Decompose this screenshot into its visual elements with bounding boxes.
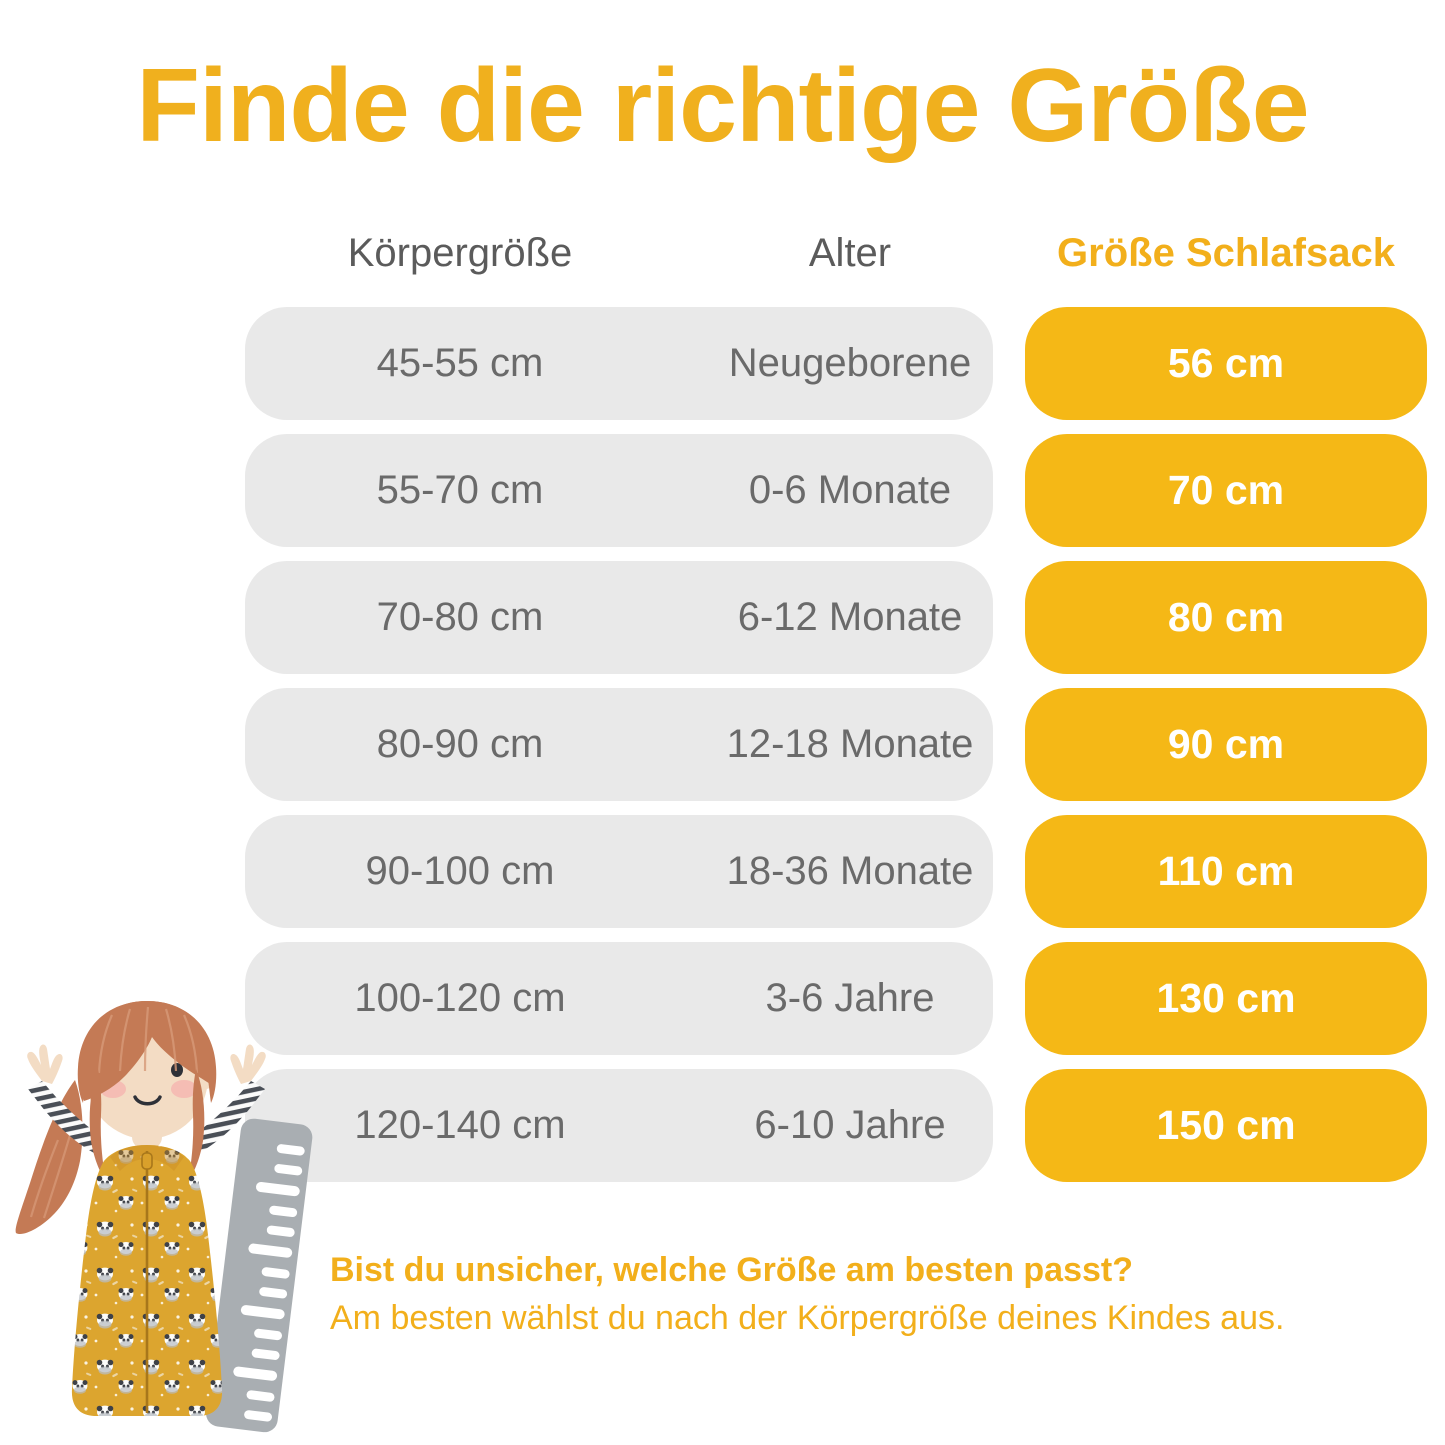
table-row: 90-100 cm 18-36 Monate 110 cm	[245, 815, 1427, 928]
cell-body-size: 90-100 cm	[365, 849, 555, 893]
cell-sleepingbag-size: 56 cm	[1167, 340, 1285, 386]
page-title: Finde die richtige Größe	[136, 48, 1309, 164]
size-table: 45-55 cm Neugeborene 56 cm 55-70 cm 0-6 …	[245, 307, 1427, 1196]
cell-age: 6-12 Monate	[737, 595, 963, 639]
cell-age: 3-6 Jahre	[765, 976, 935, 1020]
row-pill-left	[245, 434, 993, 547]
column-header-sleepingbag-size: Größe Schlafsack	[1057, 231, 1395, 275]
right-arm	[193, 1044, 266, 1153]
cell-sleepingbag-size: 80 cm	[1167, 594, 1285, 640]
cell-body-size: 120-140 cm	[354, 1103, 566, 1147]
column-header-age: Alter	[808, 231, 892, 275]
row-pill-left	[245, 307, 993, 420]
row-pill-right	[1025, 434, 1427, 547]
row-pill-right	[1025, 688, 1427, 801]
row-pill-right	[1025, 1069, 1427, 1182]
row-pill-left	[245, 942, 993, 1055]
cell-body-size: 70-80 cm	[376, 595, 544, 639]
cell-body-size: 55-70 cm	[376, 468, 544, 512]
table-row: 80-90 cm 12-18 Monate 90 cm	[245, 688, 1427, 801]
sleeping-bag	[71, 1145, 223, 1416]
girl-in-sleeping-bag-illustration	[0, 985, 330, 1445]
row-pill-left	[245, 561, 993, 674]
table-header-row: Körpergröße Alter Größe Schlafsack	[245, 228, 1427, 284]
left-arm	[27, 1044, 100, 1153]
cell-age: 0-6 Monate	[748, 468, 952, 512]
hair-front	[77, 1001, 217, 1181]
row-pill-left	[245, 1069, 993, 1182]
cell-sleepingbag-size: 90 cm	[1167, 721, 1285, 767]
row-pill-right	[1025, 307, 1427, 420]
cell-age: Neugeborene	[728, 341, 972, 385]
cell-sleepingbag-size: 130 cm	[1156, 975, 1296, 1021]
row-pill-right	[1025, 561, 1427, 674]
table-row: 45-55 cm Neugeborene 56 cm	[245, 307, 1427, 420]
cell-age: 6-10 Jahre	[754, 1103, 946, 1147]
ruler-icon	[206, 1118, 313, 1433]
row-pill-left	[245, 815, 993, 928]
cell-sleepingbag-size: 70 cm	[1167, 467, 1285, 513]
cell-body-size: 45-55 cm	[376, 341, 544, 385]
cell-age: 12-18 Monate	[726, 722, 974, 766]
table-row: 55-70 cm 0-6 Monate 70 cm	[245, 434, 1427, 547]
cell-body-size: 100-120 cm	[354, 976, 566, 1020]
row-pill-left	[245, 688, 993, 801]
footer-advice: Am besten wählst du nach der Körpergröße…	[330, 1299, 1285, 1337]
footer-question: Bist du unsicher, welche Größe am besten…	[330, 1251, 1134, 1289]
table-row: 70-80 cm 6-12 Monate 80 cm	[245, 561, 1427, 674]
cell-sleepingbag-size: 150 cm	[1156, 1102, 1296, 1148]
row-pill-right	[1025, 942, 1427, 1055]
table-row: 120-140 cm 6-10 Jahre 150 cm	[245, 1069, 1427, 1182]
column-header-body-size: Körpergröße	[347, 231, 573, 275]
cell-age: 18-36 Monate	[726, 849, 974, 893]
row-pill-right	[1025, 815, 1427, 928]
cell-sleepingbag-size: 110 cm	[1157, 848, 1295, 894]
cell-body-size: 80-90 cm	[376, 722, 544, 766]
footer-note: Bist du unsicher, welche Größe am besten…	[330, 1246, 1440, 1342]
table-row: 100-120 cm 3-6 Jahre 130 cm	[245, 942, 1427, 1055]
